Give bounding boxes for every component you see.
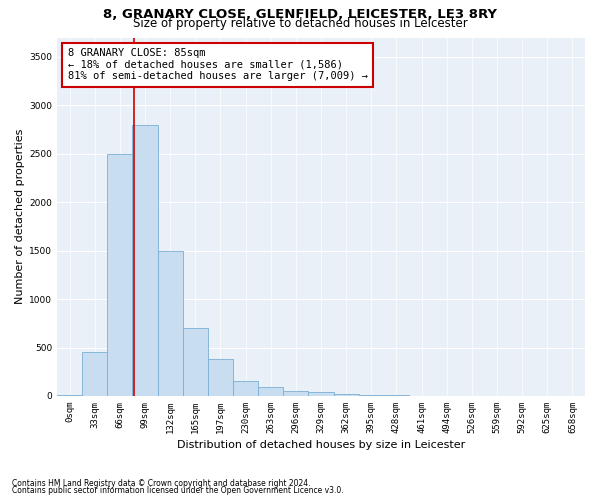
Y-axis label: Number of detached properties: Number of detached properties (15, 129, 25, 304)
Bar (57, 395, 82, 396)
X-axis label: Distribution of detached houses by size in Leicester: Distribution of detached houses by size … (177, 440, 465, 450)
Text: Contains HM Land Registry data © Crown copyright and database right 2024.: Contains HM Land Registry data © Crown c… (12, 478, 311, 488)
Bar (359, 395, 384, 396)
Text: Size of property relative to detached houses in Leicester: Size of property relative to detached ho… (133, 18, 467, 30)
Bar (158, 250, 183, 396)
Bar (133, 124, 158, 396)
Bar (233, 382, 258, 396)
Bar (183, 328, 208, 396)
Bar (107, 154, 133, 396)
Text: Contains public sector information licensed under the Open Government Licence v3: Contains public sector information licen… (12, 486, 344, 495)
Bar (208, 359, 233, 396)
Bar (334, 394, 359, 396)
Bar (82, 352, 107, 396)
Text: 8, GRANARY CLOSE, GLENFIELD, LEICESTER, LE3 8RY: 8, GRANARY CLOSE, GLENFIELD, LEICESTER, … (103, 8, 497, 20)
Text: 8 GRANARY CLOSE: 85sqm
← 18% of detached houses are smaller (1,586)
81% of semi-: 8 GRANARY CLOSE: 85sqm ← 18% of detached… (68, 48, 368, 82)
Bar (308, 392, 334, 396)
Bar (258, 387, 283, 396)
Bar (283, 391, 308, 396)
